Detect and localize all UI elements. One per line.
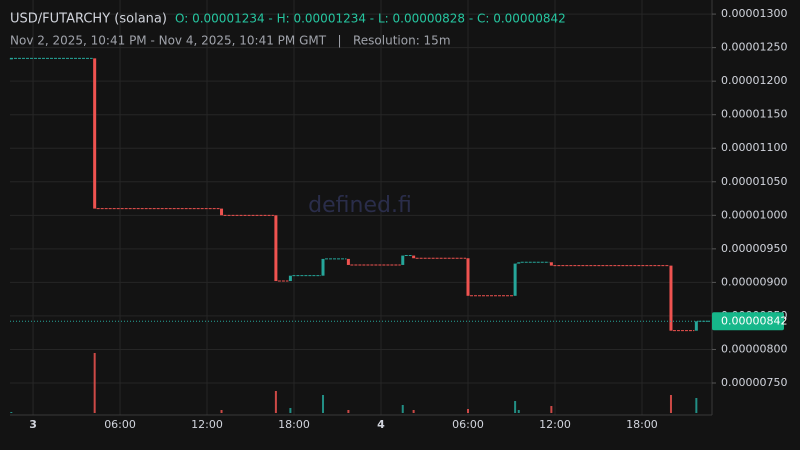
volume-bar xyxy=(10,412,13,413)
candle-body xyxy=(412,255,416,259)
volume-bar xyxy=(466,409,469,413)
candle-body xyxy=(694,321,698,331)
y-tick-label: 0.00001200 xyxy=(721,74,787,87)
volume-bar xyxy=(220,410,223,413)
y-tick-label: 0.00000800 xyxy=(721,342,787,355)
chart-title: USD/FUTARCHY (solana) xyxy=(10,12,167,27)
candle-body xyxy=(321,258,325,276)
volume-bar xyxy=(347,410,350,413)
y-tick-label: 0.00000900 xyxy=(721,275,787,288)
candle-body xyxy=(669,265,673,331)
last-price-box xyxy=(712,312,784,331)
volume-bar xyxy=(669,395,672,413)
candle-body xyxy=(274,215,278,282)
volume-bar xyxy=(322,395,325,413)
candle-body xyxy=(220,208,224,216)
x-tick-label: 06:00 xyxy=(452,418,484,431)
volume-bar xyxy=(93,353,96,413)
candle-body xyxy=(93,58,97,209)
volume-bar xyxy=(695,398,698,413)
subtitle: Nov 2, 2025, 10:41 PM - Nov 4, 2025, 10:… xyxy=(10,34,451,48)
volume-bar xyxy=(550,406,553,413)
y-tick-label: 0.00000750 xyxy=(721,376,787,389)
x-tick-label: 12:00 xyxy=(191,418,223,431)
volume-bar xyxy=(412,410,415,413)
y-tick-label: 0.00001300 xyxy=(721,7,787,20)
x-tick-label: 18:00 xyxy=(278,418,310,431)
candle-body xyxy=(549,262,553,266)
x-tick-label: 18:00 xyxy=(626,418,658,431)
ohlc-legend: O: 0.00001234 - H: 0.00001234 - L: 0.000… xyxy=(175,12,566,26)
volume-bar xyxy=(274,391,277,413)
candle-body xyxy=(517,262,521,264)
candle-body xyxy=(513,263,517,296)
y-tick-label: 0.00001050 xyxy=(721,175,787,188)
candle-body xyxy=(346,258,350,265)
y-tick-label: 0.00001100 xyxy=(721,141,787,154)
volume-bar xyxy=(289,408,292,413)
candle-body xyxy=(466,258,470,296)
last-price-label: 0.00000842 xyxy=(721,314,787,327)
candle-body xyxy=(288,275,292,282)
y-tick-label: 0.00001150 xyxy=(721,108,787,121)
x-tick-label: 4 xyxy=(377,418,385,431)
volume-bar xyxy=(401,405,404,413)
y-tick-label: 0.00001250 xyxy=(721,41,787,54)
x-tick-label: 3 xyxy=(29,418,37,431)
y-tick-label: 0.00000950 xyxy=(721,242,787,255)
y-tick-label: 0.00001000 xyxy=(721,208,787,221)
volume-bar xyxy=(517,410,520,413)
watermark: defined.fi xyxy=(308,193,412,218)
volume-bar xyxy=(514,401,517,413)
candle-body xyxy=(401,255,405,265)
x-tick-label: 06:00 xyxy=(104,418,136,431)
x-tick-label: 12:00 xyxy=(539,418,571,431)
